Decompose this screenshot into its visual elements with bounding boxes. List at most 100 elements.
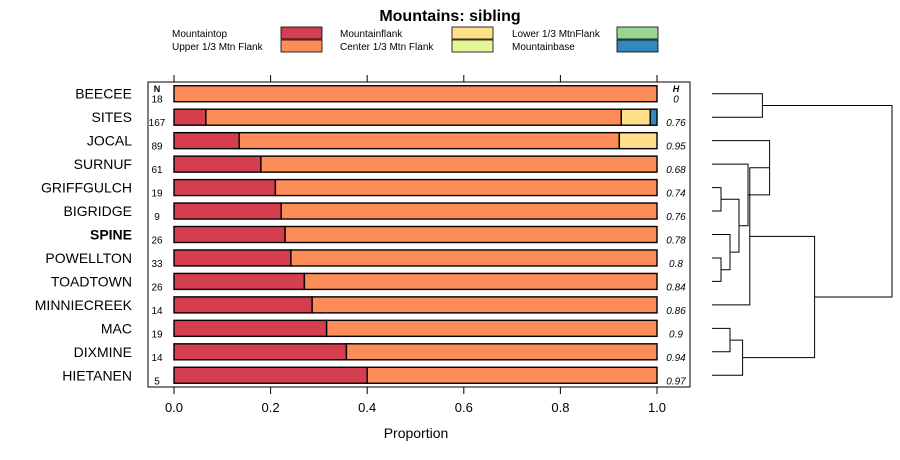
legend-label: Lower 1/3 MtnFlank <box>512 29 601 40</box>
dendrogram-branch <box>712 163 749 227</box>
bar-segment <box>173 343 348 361</box>
row-label: SPINE <box>90 227 132 243</box>
dendrogram-branch <box>712 187 722 212</box>
bar-segment <box>366 366 658 384</box>
bar-segment <box>173 296 313 314</box>
bar-segment <box>173 272 306 291</box>
row-label: HIETANEN <box>62 367 132 383</box>
row-label: POWELLTON <box>45 250 132 266</box>
bar-segment <box>238 131 621 150</box>
x-tick-label: 0.6 <box>455 400 473 415</box>
row-label: MAC <box>101 320 132 336</box>
bar-segment <box>618 131 658 150</box>
row-label: SURNUF <box>74 156 132 172</box>
x-axis-label: Proportion <box>384 425 449 441</box>
bar-segment <box>280 202 658 220</box>
n-header: N <box>154 84 161 94</box>
bar-segment <box>173 249 292 267</box>
legend-label: Mountainflank <box>340 29 403 40</box>
h-header: H <box>673 84 680 94</box>
n-value: 14 <box>151 353 163 364</box>
h-value: 0 <box>673 95 679 106</box>
dendrogram-branch <box>712 93 763 118</box>
h-value: 0.78 <box>666 236 686 247</box>
n-value: 26 <box>151 236 163 247</box>
row-label: MINNIECREEK <box>35 297 133 313</box>
bar-segment <box>173 178 277 197</box>
x-tick-label: 0.2 <box>262 400 280 415</box>
bar-segment <box>290 249 658 267</box>
dendrogram-branch <box>712 339 744 376</box>
h-value: 0.8 <box>669 259 683 270</box>
dendrogram-branch <box>712 257 722 282</box>
bar-segment <box>325 319 658 338</box>
legend: Mountaintop Mountainflank Lower 1/3 MtnFla… <box>172 26 659 53</box>
x-tick-label: 0.4 <box>358 400 376 415</box>
bar-segment <box>260 155 658 173</box>
n-value: 19 <box>151 329 163 340</box>
legend-label: Mountaintop <box>172 29 227 40</box>
bar-segment <box>173 108 207 126</box>
row-label: GRIFFGULCH <box>41 180 132 196</box>
bar-segment <box>173 366 368 384</box>
n-value: 89 <box>151 142 163 153</box>
n-value: 33 <box>151 259 163 270</box>
n-value: 14 <box>151 306 163 317</box>
bar-segment <box>620 108 651 126</box>
bar-segment <box>173 131 240 150</box>
n-value: 18 <box>151 95 163 106</box>
n-value: 9 <box>154 212 160 223</box>
h-value: 0.97 <box>666 376 686 387</box>
dendrogram-branch <box>762 104 893 298</box>
n-value: 19 <box>151 189 163 200</box>
bar-segment <box>173 202 282 220</box>
h-value: 0.68 <box>666 165 686 176</box>
h-value: 0.95 <box>666 142 686 153</box>
bar-segment <box>284 225 658 244</box>
n-value: 167 <box>149 118 166 129</box>
dendrogram-branch <box>742 235 816 359</box>
legend-swatch <box>451 39 494 53</box>
h-value: 0.74 <box>666 189 686 200</box>
bar-segment <box>173 319 328 338</box>
h-value: 0.76 <box>666 118 686 129</box>
row-label: BEECEE <box>75 86 132 102</box>
chart-title: Mountains: sibling <box>379 8 520 25</box>
legend-label: Center 1/3 Mtn Flank <box>340 42 434 53</box>
bar-segment <box>345 343 658 361</box>
legend-swatch <box>616 26 659 40</box>
bar-segment <box>173 155 262 173</box>
row-label: SITES <box>92 109 132 125</box>
row-label: BIGRIDGE <box>64 203 132 219</box>
bar-segment <box>173 225 286 244</box>
legend-swatch <box>280 26 323 40</box>
dendrogram <box>712 93 893 376</box>
bar-segment <box>274 178 658 197</box>
legend-swatch <box>280 39 323 53</box>
x-tick-label: 0.8 <box>551 400 569 415</box>
n-value: 61 <box>151 165 163 176</box>
row-label: TOADTOWN <box>51 273 132 289</box>
dendrogram-branch <box>712 327 731 353</box>
legend-label: Upper 1/3 Mtn Flank <box>172 42 264 53</box>
bar-segment <box>649 108 658 126</box>
h-value: 0.9 <box>669 329 683 340</box>
plot-area: 0.0 0.2 0.4 0.6 0.8 1.0 N H BEECEE 18 0 SITES 167 0.7… <box>35 75 691 415</box>
row-label: JOCAL <box>87 133 132 149</box>
n-value: 26 <box>151 282 163 293</box>
x-tick-label: 0.0 <box>165 400 183 415</box>
h-value: 0.86 <box>666 306 686 317</box>
bar-segment <box>303 272 658 291</box>
bar-segment <box>205 108 622 126</box>
bar-segment <box>311 296 658 314</box>
n-value: 5 <box>154 376 160 387</box>
h-value: 0.84 <box>666 282 686 293</box>
legend-swatch <box>616 39 659 53</box>
plot-frame <box>147 81 691 388</box>
h-value: 0.76 <box>666 212 686 223</box>
bar-segment <box>173 85 658 103</box>
legend-label: Mountainbase <box>512 42 575 53</box>
row-label: DIXMINE <box>74 344 132 360</box>
legend-swatch <box>451 26 494 40</box>
